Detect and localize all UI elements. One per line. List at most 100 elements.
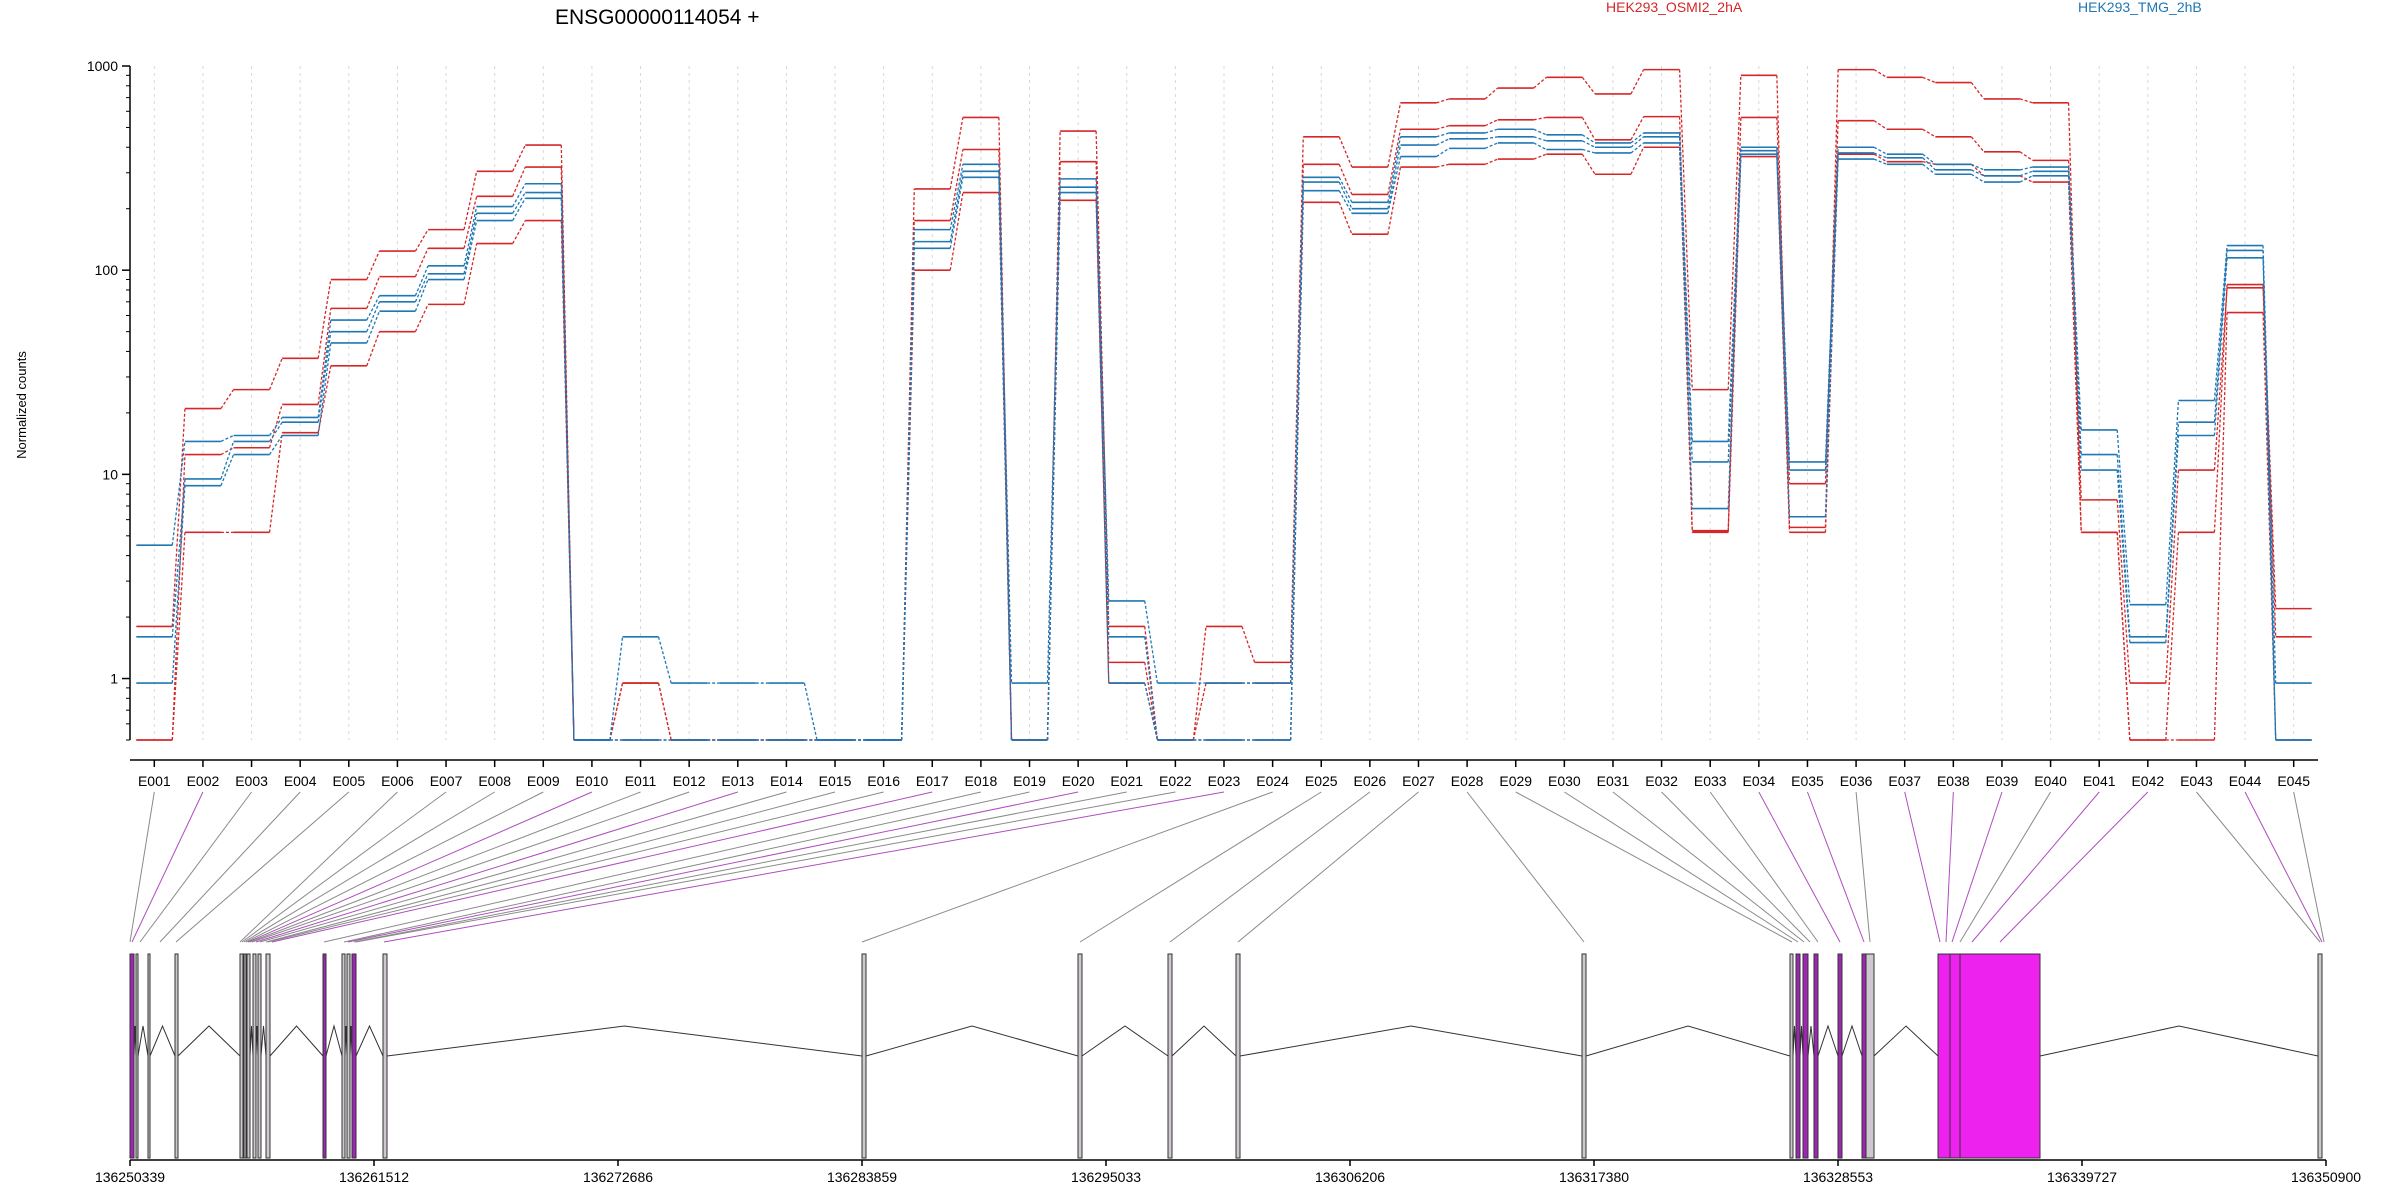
coord-tick-label: 136261512 xyxy=(339,1169,409,1185)
series-connector xyxy=(317,279,332,359)
series-connector xyxy=(1581,134,1596,144)
series-connector xyxy=(1678,136,1693,462)
exon-box xyxy=(1789,953,1794,1159)
series-connector xyxy=(269,421,283,442)
series-connector xyxy=(1289,177,1304,684)
exon-connector xyxy=(139,791,252,943)
series-connector xyxy=(366,276,381,309)
coord-tick-label: 136306206 xyxy=(1315,1169,1385,1185)
intron xyxy=(355,1024,384,1057)
series-connector xyxy=(1144,600,1159,684)
series-connector xyxy=(1387,129,1402,195)
y-axis-label: Normalized counts xyxy=(14,351,29,459)
series-connector xyxy=(2165,532,2180,741)
series-connector xyxy=(1387,166,1402,235)
exon-box xyxy=(1937,953,1951,1159)
x-tick-label: E017 xyxy=(916,773,949,789)
series-connector xyxy=(949,171,964,242)
exon-box xyxy=(252,953,257,1159)
series-connector xyxy=(1727,117,1742,531)
series-connector xyxy=(1970,82,1985,100)
intron xyxy=(386,1025,863,1057)
series-connector xyxy=(1824,152,1839,471)
series-connector xyxy=(1630,69,1645,95)
x-tick-label: E038 xyxy=(1937,773,1970,789)
coord-tick-label: 136272686 xyxy=(583,1169,653,1185)
series-connector xyxy=(900,248,915,741)
x-tick-label: E035 xyxy=(1791,773,1824,789)
x-tick-label: E006 xyxy=(381,773,414,789)
series-connector xyxy=(317,319,332,418)
exon-box xyxy=(1949,953,1961,1159)
series-connector xyxy=(171,485,186,684)
y-tick-label: 10 xyxy=(102,466,118,482)
series-connector xyxy=(2116,532,2131,741)
series-connector xyxy=(1436,163,1450,168)
x-tick-label: E018 xyxy=(965,773,998,789)
series-connector xyxy=(1484,119,1499,127)
series-connector xyxy=(1144,636,1159,741)
series-connector xyxy=(512,144,526,172)
exon-connector xyxy=(2244,791,2323,943)
series-connector xyxy=(1436,147,1450,158)
exon-connector xyxy=(1515,791,1793,943)
series-connector xyxy=(1581,153,1596,175)
x-tick-label: E023 xyxy=(1208,773,1241,789)
exon-connector xyxy=(1466,791,1585,943)
series-connector xyxy=(1873,69,1888,78)
exon-connector xyxy=(1237,791,1419,943)
series-connector xyxy=(1533,142,1547,151)
x-tick-label: E027 xyxy=(1402,773,1435,789)
series-connector xyxy=(1922,153,1936,165)
series-connector xyxy=(949,164,964,230)
series-connector xyxy=(1484,128,1498,134)
series-connector xyxy=(366,250,381,280)
series-connector xyxy=(269,417,283,436)
exon-connector xyxy=(2293,791,2325,943)
exon-box xyxy=(382,953,388,1159)
x-tick-label: E039 xyxy=(1986,773,2019,789)
series-connector xyxy=(1727,75,1742,390)
x-tick-label: E032 xyxy=(1645,773,1678,789)
series-connector xyxy=(998,164,1013,684)
exon-box xyxy=(1865,953,1875,1159)
exon-connector xyxy=(383,791,1225,943)
exon-box xyxy=(1802,953,1809,1159)
exon-box xyxy=(346,953,351,1159)
intron xyxy=(260,1025,267,1057)
exon-connector xyxy=(861,791,1273,943)
y-axis: 1 10 100 1000 xyxy=(87,58,131,741)
series-connector xyxy=(1095,192,1110,684)
series-connector xyxy=(657,636,672,684)
series-connector xyxy=(512,192,526,214)
x-tick-label: E004 xyxy=(284,773,317,789)
series-connector xyxy=(1289,190,1304,741)
exon-connector xyxy=(347,791,1079,943)
series-connector xyxy=(317,308,332,405)
series-connector xyxy=(1582,140,1596,148)
x-tick-label: E037 xyxy=(1888,773,1921,789)
x-tick-label: E013 xyxy=(721,773,754,789)
series-connector xyxy=(1289,136,1304,663)
x-tick-label: E003 xyxy=(235,773,268,789)
series-connector xyxy=(269,435,283,455)
exon-box xyxy=(239,953,244,1159)
exon-connector xyxy=(1079,791,1322,943)
exon-connector xyxy=(175,791,350,943)
series-connector xyxy=(1533,153,1547,160)
series-connector xyxy=(1873,146,1888,155)
series-connector xyxy=(414,229,429,252)
exon-connector xyxy=(1971,791,2100,943)
series-connector xyxy=(220,454,235,486)
series-connector xyxy=(560,183,575,741)
coord-tick-label: 136339727 xyxy=(2047,1169,2117,1185)
series-connector xyxy=(463,220,478,280)
series-connector xyxy=(803,682,818,741)
exon-connector xyxy=(249,791,641,943)
series-connector xyxy=(998,177,1013,741)
x-tick-label: E040 xyxy=(2034,773,2067,789)
series-connector xyxy=(1436,125,1450,130)
exon-box xyxy=(1813,953,1819,1159)
series-connector xyxy=(900,241,915,741)
intron xyxy=(1873,1025,1939,1057)
